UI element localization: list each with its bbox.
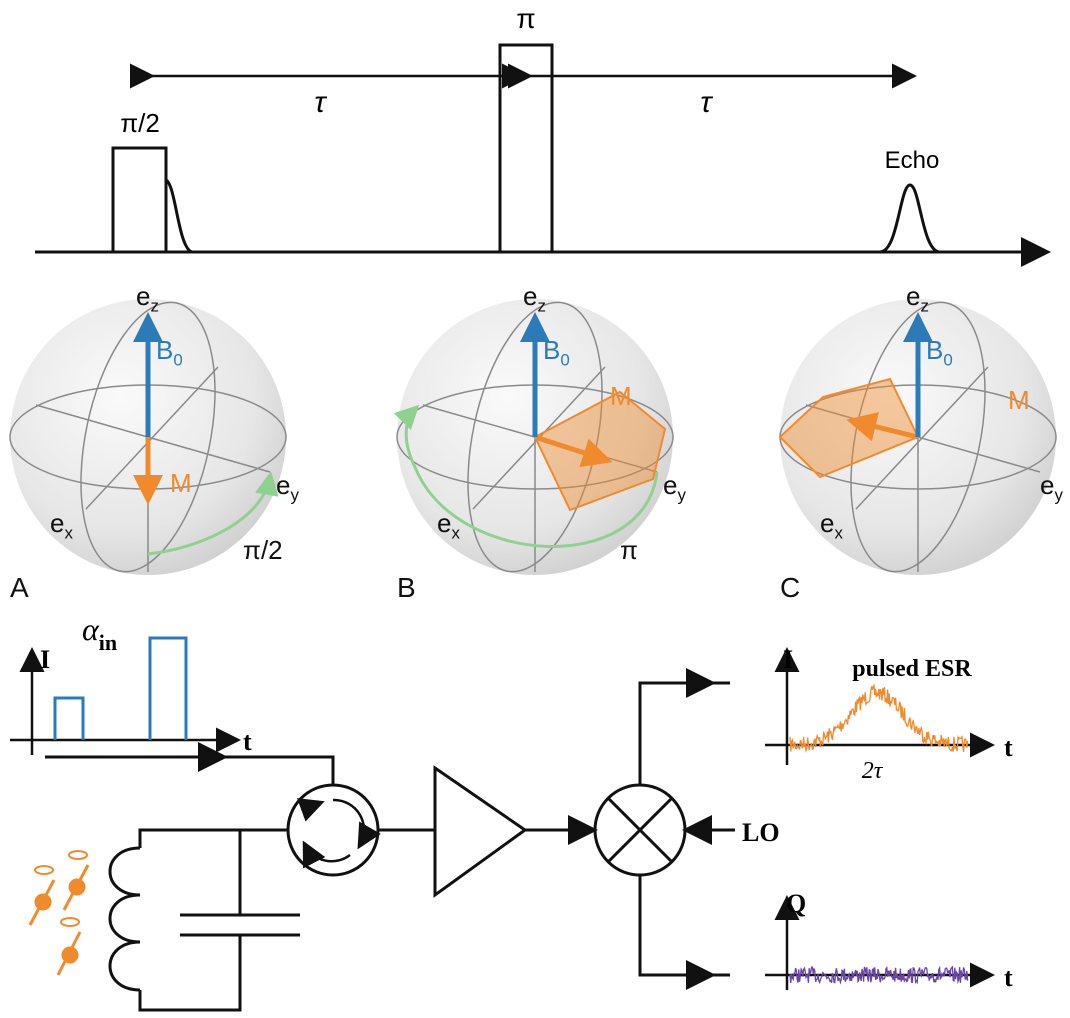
wire — [45, 757, 333, 785]
m-label: M — [610, 381, 632, 411]
axis-label: I — [40, 645, 50, 674]
axis-label: t — [1004, 733, 1013, 762]
label-base: α — [82, 611, 100, 647]
axis-label: t — [1004, 963, 1013, 992]
figure: π/2 π τ τ Echo ezB0eyexMπ/2AezB0eyexMπBe… — [0, 0, 1070, 1018]
label-base: e — [663, 470, 677, 500]
input-label: αin — [82, 611, 117, 655]
pi-half-pulse — [113, 148, 166, 252]
label-base: e — [906, 281, 920, 311]
circulator-arrow — [305, 845, 350, 861]
label-base: e — [1040, 470, 1054, 500]
label-sub: y — [677, 486, 686, 505]
panel-label: C — [780, 572, 800, 603]
spins — [30, 851, 88, 975]
ez-label: ez — [523, 281, 546, 316]
ey-label: ey — [663, 470, 686, 505]
inductor — [110, 848, 140, 990]
label-sub: z — [920, 297, 928, 316]
resonator — [140, 830, 300, 1010]
circulator-arrow — [305, 803, 320, 815]
circulator-arrow — [333, 800, 364, 845]
label-sub: in — [99, 630, 117, 655]
label-base: e — [136, 281, 150, 311]
amplifier — [435, 768, 525, 895]
label-sub: x — [451, 524, 460, 543]
m-label: M — [170, 468, 192, 498]
label-base: e — [820, 508, 834, 538]
axis-label: Q — [786, 889, 806, 918]
axis-note: 2τ — [862, 758, 884, 784]
mixer-cross — [608, 798, 672, 862]
axis-label: t — [243, 727, 252, 756]
tau-label: τ — [314, 86, 327, 119]
label-sub: x — [834, 524, 843, 543]
wire — [640, 683, 730, 785]
echo-signal — [880, 185, 940, 252]
pulse-sequence: π/2 π τ τ Echo — [35, 3, 1045, 252]
i-trace — [790, 685, 968, 752]
rotation-label: π/2 — [243, 535, 283, 565]
label-sub: z — [150, 297, 158, 316]
label-sub: y — [290, 486, 299, 505]
axis-label: I — [783, 645, 793, 674]
label-base: e — [523, 281, 537, 311]
trace-title: pulsed ESR — [852, 656, 972, 682]
pulse-label: π/2 — [120, 108, 160, 138]
ez-label: ez — [906, 281, 929, 316]
wire — [640, 875, 730, 975]
label-sub: x — [64, 524, 73, 543]
label-base: B — [543, 335, 560, 365]
ey-label: ey — [1040, 470, 1063, 505]
m-label: M — [1008, 385, 1030, 415]
label-sub: z — [537, 297, 545, 316]
pulse-label: π — [516, 3, 535, 34]
ez-label: ez — [136, 281, 159, 316]
label-sub: 0 — [173, 351, 182, 370]
echo-label: Echo — [885, 147, 940, 174]
label-sub: 0 — [943, 351, 952, 370]
lo-label: LO — [742, 818, 780, 847]
label-base: e — [437, 508, 451, 538]
label-sub: y — [1054, 486, 1063, 505]
label-sub: 0 — [560, 351, 569, 370]
label-base: e — [276, 470, 290, 500]
panel-label: A — [10, 572, 29, 603]
ey-label: ey — [276, 470, 299, 505]
fid — [166, 180, 192, 252]
panel-label: B — [397, 572, 416, 603]
input-pulses — [55, 638, 186, 740]
tau-label: τ — [700, 86, 713, 119]
label-base: B — [156, 335, 173, 365]
rotation-label: π — [620, 535, 638, 565]
label-base: e — [50, 508, 64, 538]
label-base: B — [926, 335, 943, 365]
circuit: I t αin LO I pulsed ESR t 2τ Q t — [10, 611, 1013, 1010]
